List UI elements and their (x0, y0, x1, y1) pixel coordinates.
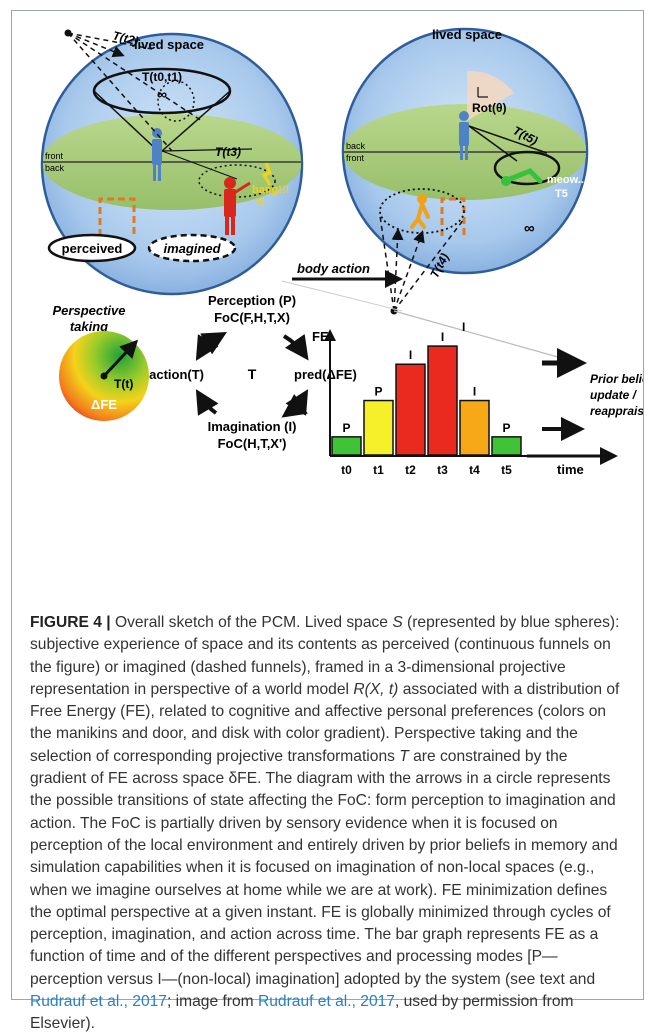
right-green-manikin (501, 168, 543, 186)
fe-bar-t3 (427, 345, 458, 456)
fe-tick-label-t0: t0 (341, 463, 352, 477)
meow-label: meow... (547, 174, 587, 186)
caption-var-r: R(X, t) (353, 680, 399, 698)
fe-tick-label-t1: t1 (373, 463, 384, 477)
prior-belief-note-line2: update / (590, 388, 638, 402)
left-sphere-title: lived space (134, 37, 204, 52)
cycle-arrow-imagination-to-pred (285, 389, 309, 416)
right-t5-label: T5 (555, 188, 568, 200)
perceived-legend-oval (47, 233, 137, 263)
action-label: action(T) (149, 367, 204, 382)
fe-tick-label-t2: t2 (405, 463, 416, 477)
fe-tick-label-t4: t4 (469, 463, 480, 477)
fe-bar-mode-label-t0: P (342, 421, 350, 435)
right-perception-funnel (493, 150, 561, 186)
right-sphere-title: lived space (432, 27, 502, 42)
fe-bar-t2 (395, 363, 426, 456)
left-dashed-door (98, 197, 136, 236)
caption-text-1: Overall sketch of the PCM. Lived space (110, 614, 393, 631)
i-link-label: I (462, 320, 465, 334)
fe-bar-mode-label-t4: I (473, 385, 476, 399)
perception-foc: FoC(F,H,T,X) (214, 310, 290, 325)
perceived-legend-label: perceived (62, 241, 123, 256)
fe-y-axis-label: FE (312, 329, 329, 344)
left-t-t2-label: T(t2) (111, 28, 140, 48)
fe-bar-mode-label-t1: P (374, 385, 382, 399)
caption-var-t: T (399, 747, 409, 765)
disk-tt-label: T(t) (114, 377, 133, 391)
fe-bar-t5 (491, 436, 522, 456)
right-blue-manikin (459, 111, 469, 160)
perspective-label-line2: taking (70, 319, 108, 334)
imagined-legend-oval (147, 233, 237, 263)
rotation-wedge (467, 70, 514, 121)
fe-bar-mode-label-t5: P (502, 421, 510, 435)
prior-belief-note-line3: reappraisal (590, 404, 643, 418)
imagination-title: Imagination (I) (208, 419, 297, 434)
figure-illustration: lived space T(t0,t1) ∞ T(t3) front back … (40, 27, 643, 477)
body-action-label: body action (297, 261, 370, 276)
right-back-label: back (346, 141, 366, 151)
left-t1-label: t1 (256, 197, 266, 209)
prior-belief-note-line1: Prior belief (590, 372, 643, 386)
left-t-t0t1-label: T(t0,t1) (142, 70, 182, 84)
pred-label: pred(ΔFE) (294, 367, 357, 382)
fe-bar-t0 (331, 436, 362, 456)
caption-text-2: (represented by blue spheres): subjectiv… (30, 614, 620, 698)
right-dashed-door (440, 197, 466, 236)
left-lived-space-sphere (40, 32, 304, 296)
left-t-t3-label: T(t3) (215, 145, 241, 159)
right-lived-space-sphere (341, 27, 589, 275)
right-front-label: front (346, 153, 365, 163)
right-orange-manikin (410, 194, 430, 229)
fe-tick-label-t3: t3 (437, 463, 448, 477)
bang-lightning-icon (261, 162, 272, 186)
cycle-center-label: T (248, 366, 257, 382)
left-red-manikin (224, 177, 251, 235)
cycle-arrow-imagination-to-action (195, 389, 219, 416)
fe-bar-chart: FE P P I I I P t0 t1 t2 t3 t4 t5 time Prior belief… (312, 329, 643, 477)
imagination-foc: FoC(H,T,X') (218, 436, 287, 451)
fe-bar-t1 (363, 399, 394, 456)
caption-text-4: are constrained by the gradient of FE ac… (30, 747, 618, 988)
time-x-axis-label: time (557, 462, 584, 477)
left-back-label: back (45, 163, 65, 173)
cycle-arrow-perception-to-pred (282, 334, 309, 361)
right-infinity-label: ∞ (524, 220, 535, 237)
caption-figure-number: FIGURE 4 | (30, 614, 111, 631)
imagined-legend-label: imagined (163, 241, 221, 256)
fe-bar-mode-label-t2: I (409, 348, 412, 362)
cycle-arrow-perception-to-action (195, 334, 222, 361)
fe-tick-label-t5: t5 (501, 463, 512, 477)
figure-frame (11, 10, 644, 1000)
perception-title: Perception (P) (208, 293, 296, 308)
bang-label: bang!!! (252, 184, 289, 196)
perspective-label-line1: Perspective (53, 303, 126, 318)
state-cycle-diagram: Perception (P) FoC(F,H,T,X) action(T) T … (149, 293, 357, 451)
fe-bar-mode-label-t3: I (441, 330, 444, 344)
left-dotted-funnel (198, 164, 276, 198)
caption-text-5: ; image from (166, 993, 258, 1011)
caption-reference-link-1[interactable]: Rudrauf et al., 2017 (30, 993, 167, 1011)
rotation-label: Rot(θ) (472, 101, 506, 115)
caption-reference-link-2[interactable]: Rudrauf et al., 2017 (257, 993, 395, 1011)
disk-dfe-label: ΔFE (91, 397, 117, 412)
caption-text-3: associated with a distribution of Free E… (30, 680, 620, 765)
fe-bar-t4 (459, 399, 490, 456)
caption-var-s: S (392, 614, 403, 631)
left-front-label: front (45, 151, 64, 161)
figure-caption: FIGURE 4 | Overall sketch of the PCM. Li… (30, 612, 628, 1036)
